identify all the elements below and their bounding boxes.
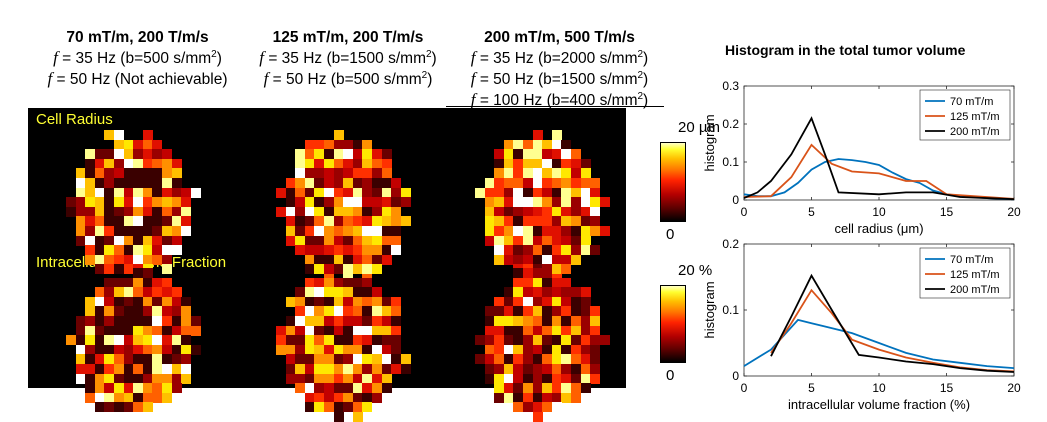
y-axis-label: histogram xyxy=(702,114,717,171)
parameter-map xyxy=(475,130,610,285)
cell-radius-colorbar xyxy=(660,142,686,222)
cell-radius-label: Cell Radius xyxy=(36,111,113,128)
column-param-line: f = 50 Hz (b=500 s/mm2) xyxy=(263,69,433,88)
y-tick-label: 0.2 xyxy=(722,237,739,251)
cell-radius-colorbar-max: 20 µm xyxy=(678,119,720,136)
y-tick-label: 0 xyxy=(732,369,739,383)
x-tick-label: 10 xyxy=(872,205,886,219)
column-header-2: 125 mT/m, 200 T/m/s f = 35 Hz (b=1500 s/m… xyxy=(248,28,448,90)
x-tick-label: 10 xyxy=(872,381,886,395)
column-param-line: f = 35 Hz (b=500 s/mm2) xyxy=(53,48,222,67)
parameter-map xyxy=(66,130,201,284)
x-tick-label: 20 xyxy=(1007,381,1021,395)
x-tick-label: 0 xyxy=(741,205,748,219)
x-tick-label: 20 xyxy=(1007,205,1021,219)
ivf-colorbar xyxy=(660,285,686,363)
column-param-line: f = 50 Hz (Not achievable) xyxy=(47,69,228,88)
column-param-line: f = 100 Hz (b=400 s/mm2) xyxy=(470,90,649,109)
x-tick-label: 5 xyxy=(808,205,815,219)
x-tick-label: 5 xyxy=(808,381,815,395)
parameter-map xyxy=(66,268,201,422)
column-title: 200 mT/m, 500 T/m/s xyxy=(484,29,635,46)
legend-entry: 125 mT/m xyxy=(950,111,1000,123)
y-axis-label: histogram xyxy=(702,281,717,338)
header-underline xyxy=(446,106,664,107)
series-line xyxy=(743,143,1015,200)
column-title: 125 mT/m, 200 T/m/s xyxy=(272,29,424,46)
column-param-line: f = 35 Hz (b=2000 s/mm2) xyxy=(470,48,649,67)
x-tick-label: 0 xyxy=(741,381,748,395)
legend-entry: 200 mT/m xyxy=(950,284,1000,296)
parameter-map xyxy=(276,268,411,422)
legend-entry: 125 mT/m xyxy=(950,269,1000,281)
legend-entry: 70 mT/m xyxy=(950,254,993,266)
histogram-charts: 0 5 10 15 20 0 0.1 0.2 0.3 cell radius (μm) histog… xyxy=(702,79,1021,412)
column-param-line: f = 50 Hz (b=1500 s/mm2) xyxy=(470,69,649,88)
parameter-map xyxy=(475,268,610,422)
parameter-maps-panel: Cell Radius Intracellular Volume Fractio… xyxy=(28,108,626,422)
ivf-colorbar-min: 0 xyxy=(666,367,675,384)
ivf-colorbar-max: 20 % xyxy=(678,262,713,279)
series-line xyxy=(743,318,1015,369)
histogram-title: Histogram in the total tumor volume xyxy=(725,42,966,58)
column-title: 70 mT/m, 200 T/m/s xyxy=(66,29,209,46)
parameter-map xyxy=(276,130,411,285)
x-axis-label: cell radius (μm) xyxy=(834,221,923,236)
y-tick-label: 0.2 xyxy=(722,117,739,131)
series-line xyxy=(743,116,1015,201)
x-tick-label: 15 xyxy=(940,205,954,219)
y-tick-label: 0 xyxy=(732,193,739,207)
series-line xyxy=(770,273,1015,373)
column-header-1: 70 mT/m, 200 T/m/s f = 35 Hz (b=500 s/mm2… xyxy=(30,28,245,90)
legend-entry: 200 mT/m xyxy=(950,126,1000,138)
y-tick-label: 0.3 xyxy=(722,79,739,93)
x-axis-label: intracellular volume fraction (%) xyxy=(788,397,970,412)
legend-entry: 70 mT/m xyxy=(950,96,993,108)
cell-radius-colorbar-min: 0 xyxy=(666,226,675,243)
x-tick-label: 15 xyxy=(940,381,954,395)
column-param-line: f = 35 Hz (b=1500 s/mm2) xyxy=(259,48,437,67)
y-tick-label: 0.1 xyxy=(722,303,739,317)
y-tick-label: 0.1 xyxy=(722,155,739,169)
column-header-3: 200 mT/m, 500 T/m/s f = 35 Hz (b=2000 s/m… xyxy=(452,28,667,111)
